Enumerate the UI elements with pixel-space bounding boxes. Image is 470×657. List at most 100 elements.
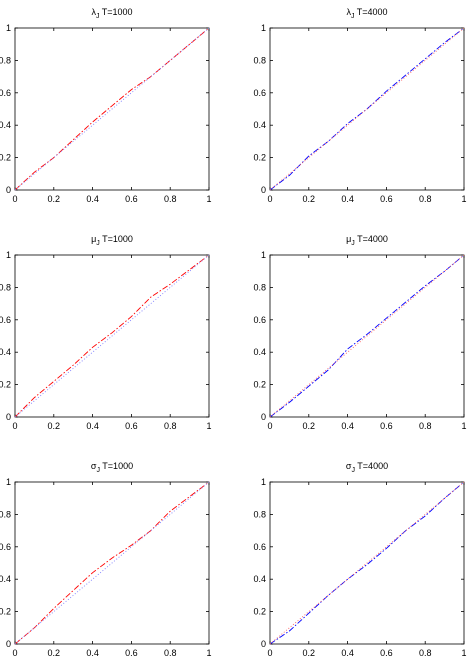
x-tick-label: 0.2 xyxy=(48,194,61,204)
x-tick-label: 0.8 xyxy=(419,194,432,204)
subplot-title: λJ T=4000 xyxy=(346,7,387,20)
axes-box xyxy=(269,481,465,645)
x-tick-label: 0.4 xyxy=(341,421,354,431)
subplot-title: λJ T=1000 xyxy=(91,7,132,20)
y-tick-label: 0.6 xyxy=(0,542,11,552)
x-tick-label: 0.2 xyxy=(303,421,316,431)
y-tick-label: 0.8 xyxy=(0,282,11,292)
x-tick-label: 0.6 xyxy=(380,421,393,431)
x-tick-label: 0 xyxy=(12,421,17,431)
y-tick-label: 1 xyxy=(261,23,266,33)
x-tick-label: 0.8 xyxy=(164,194,177,204)
subplot-6: 0 0.2 0.4 0.6 0.8 1 0 0.2 0.4 0.6 0.8 1 σJ T=4000 xyxy=(253,461,466,657)
y-tick-label: 0 xyxy=(261,639,266,649)
x-tick-label: 0.2 xyxy=(48,648,61,657)
subplot-5: 0 0.2 0.4 0.6 0.8 1 0 0.2 0.4 0.6 0.8 1 σJ T=1000 xyxy=(0,461,212,657)
series-line-2 xyxy=(269,254,465,418)
series-line-2 xyxy=(14,481,210,645)
x-tick-label: 0 xyxy=(12,194,17,204)
y-tick-label: 0 xyxy=(6,185,11,195)
series-line-1 xyxy=(269,254,465,418)
x-tick-label: 0.4 xyxy=(341,194,354,204)
x-tick-label: 0.2 xyxy=(303,194,316,204)
subplot-4: 0 0.2 0.4 0.6 0.8 1 0 0.2 0.4 0.6 0.8 1 μJ T=4000 xyxy=(253,234,466,431)
x-tick-label: 0.6 xyxy=(125,648,138,657)
y-tick-label: 0.6 xyxy=(253,315,266,325)
axes-box xyxy=(14,254,210,418)
x-tick-label: 0.6 xyxy=(380,648,393,657)
y-tick-label: 0.4 xyxy=(253,574,266,584)
x-tick-label: 0 xyxy=(267,421,272,431)
series-line-2 xyxy=(14,27,210,191)
subplot-title: σJ T=4000 xyxy=(346,461,388,474)
y-tick-label: 1 xyxy=(6,250,11,260)
y-tick-label: 0.2 xyxy=(253,153,266,163)
x-tick-label: 0.6 xyxy=(380,194,393,204)
y-tick-label: 0.4 xyxy=(0,347,11,357)
y-tick-label: 0 xyxy=(6,639,11,649)
x-tick-label: 0.8 xyxy=(419,421,432,431)
y-tick-label: 0.8 xyxy=(253,55,266,65)
y-tick-label: 0.4 xyxy=(253,120,266,130)
x-tick-label: 0.8 xyxy=(164,421,177,431)
y-tick-label: 0.6 xyxy=(253,542,266,552)
x-tick-label: 1 xyxy=(206,648,211,657)
x-tick-label: 1 xyxy=(461,421,466,431)
x-tick-label: 0.6 xyxy=(125,421,138,431)
x-tick-label: 0.4 xyxy=(86,194,99,204)
y-tick-label: 0.2 xyxy=(0,607,11,617)
x-tick-label: 0 xyxy=(267,194,272,204)
y-tick-label: 1 xyxy=(261,477,266,487)
series-line-2 xyxy=(269,481,465,645)
y-tick-label: 0.8 xyxy=(0,55,11,65)
y-tick-label: 0.8 xyxy=(253,509,266,519)
subplot-title: μJ T=1000 xyxy=(91,234,133,247)
subplot-2: 0 0.2 0.4 0.6 0.8 1 0 0.2 0.4 0.6 0.8 1 λJ T=4000 xyxy=(253,7,466,204)
x-tick-label: 0 xyxy=(12,648,17,657)
x-tick-label: 0.6 xyxy=(125,194,138,204)
y-tick-label: 0 xyxy=(6,412,11,422)
x-tick-label: 0 xyxy=(267,648,272,657)
series-line-1 xyxy=(14,254,210,418)
x-tick-label: 0.8 xyxy=(164,648,177,657)
y-tick-label: 0.2 xyxy=(253,380,266,390)
x-tick-label: 0.2 xyxy=(303,648,316,657)
x-tick-label: 0.8 xyxy=(419,648,432,657)
x-tick-label: 0.4 xyxy=(86,421,99,431)
y-tick-label: 0.6 xyxy=(0,315,11,325)
axes-box xyxy=(14,481,210,645)
y-tick-label: 0.6 xyxy=(253,88,266,98)
y-tick-label: 0.4 xyxy=(253,347,266,357)
subplot-title: σJ T=1000 xyxy=(91,461,133,474)
x-tick-label: 0.2 xyxy=(48,421,61,431)
subplot-1: 0 0.2 0.4 0.6 0.8 1 0 0.2 0.4 0.6 0.8 1 λJ T=1000 xyxy=(0,7,212,204)
x-tick-label: 1 xyxy=(461,194,466,204)
axes-box xyxy=(269,27,465,191)
y-tick-label: 0.2 xyxy=(0,380,11,390)
y-tick-label: 0 xyxy=(261,412,266,422)
x-tick-label: 0.4 xyxy=(86,648,99,657)
y-tick-label: 0 xyxy=(261,185,266,195)
y-tick-label: 0.4 xyxy=(0,120,11,130)
series-line-2 xyxy=(14,254,210,418)
y-tick-label: 0.6 xyxy=(0,88,11,98)
series-line-1 xyxy=(269,481,465,645)
x-tick-label: 1 xyxy=(461,648,466,657)
x-tick-label: 0.4 xyxy=(341,648,354,657)
series-line-1 xyxy=(14,481,210,645)
y-tick-label: 1 xyxy=(261,250,266,260)
subplot-3: 0 0.2 0.4 0.6 0.8 1 0 0.2 0.4 0.6 0.8 1 μJ T=1000 xyxy=(0,234,212,431)
y-tick-label: 0.2 xyxy=(253,607,266,617)
x-tick-label: 1 xyxy=(206,421,211,431)
x-tick-label: 1 xyxy=(206,194,211,204)
y-tick-label: 0.4 xyxy=(0,574,11,584)
y-tick-label: 0.2 xyxy=(0,153,11,163)
series-line-2 xyxy=(269,27,465,191)
y-tick-label: 0.8 xyxy=(253,282,266,292)
y-tick-label: 1 xyxy=(6,23,11,33)
axes-box xyxy=(14,27,210,191)
subplot-title: μJ T=4000 xyxy=(346,234,388,247)
y-tick-label: 0.8 xyxy=(0,509,11,519)
y-tick-label: 1 xyxy=(6,477,11,487)
